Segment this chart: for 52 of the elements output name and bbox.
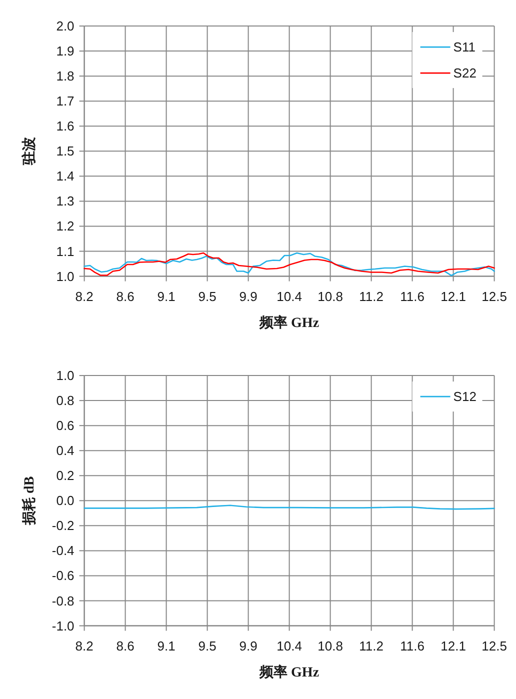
legend-label: S12 (453, 389, 476, 404)
y-tick-label: 1.1 (56, 244, 74, 259)
x-tick-label: 12.5 (482, 638, 507, 654)
y-tick-label: 1.7 (56, 94, 74, 109)
y-tick-label: -1.0 (52, 618, 74, 634)
y-tick-label: 1.9 (56, 44, 74, 59)
y-tick-label: 2.0 (56, 18, 74, 34)
x-tick-label: 11.6 (400, 288, 424, 304)
y-tick-label: -0.6 (52, 568, 74, 584)
y-tick-label: -0.8 (52, 593, 74, 608)
y-tick-label: 0.6 (56, 418, 74, 434)
x-tick-label: 12.5 (482, 288, 507, 304)
x-tick-label: 9.5 (198, 288, 216, 304)
x-tick-label: 9.9 (239, 288, 258, 304)
y-tick-label: 1.4 (56, 168, 74, 184)
y-tick-label: 0.4 (56, 443, 74, 458)
x-tick-label: 10.8 (318, 638, 343, 654)
x-tick-label: 10.4 (276, 288, 302, 304)
legend-label: S11 (453, 40, 476, 55)
x-tick-label: 10.8 (318, 288, 343, 304)
x-tick-label: 8.2 (75, 638, 94, 654)
x-tick-label: 12.1 (440, 288, 466, 304)
legend-label: S22 (453, 66, 476, 81)
x-tick-label: 11.2 (359, 638, 384, 654)
x-tick-label: 12.1 (440, 638, 466, 654)
x-tick-label: 9.5 (198, 638, 216, 654)
x-axis-title: 频率 GHz (258, 663, 320, 680)
y-tick-label: 0.2 (56, 468, 74, 484)
y-tick-label: 1.0 (56, 368, 74, 384)
y-tick-label: 0.8 (56, 393, 74, 408)
legend: S12 (412, 382, 482, 412)
x-tick-label: 11.2 (359, 288, 384, 304)
y-tick-label: -0.4 (52, 543, 74, 558)
y-tick-label: 0.0 (56, 493, 74, 508)
x-tick-label: 8.6 (116, 288, 134, 304)
y-tick-label: 1.2 (56, 218, 74, 234)
x-tick-label: 9.9 (239, 638, 258, 654)
x-tick-label: 8.2 (75, 288, 94, 304)
y-tick-label: 1.6 (56, 118, 74, 134)
y-tick-label: 1.8 (56, 68, 74, 84)
y-tick-label: 1.3 (56, 194, 74, 209)
x-tick-label: 10.4 (276, 638, 302, 654)
y-axis-title: 损耗 dB (22, 476, 38, 526)
x-tick-label: 11.6 (400, 638, 424, 654)
y-tick-label: -0.2 (52, 518, 74, 534)
x-axis-title: 频率 GHz (258, 314, 320, 331)
x-tick-label: 9.1 (157, 288, 176, 304)
y-tick-label: 1.0 (56, 268, 74, 284)
y-axis-title: 驻波 (20, 137, 38, 166)
x-tick-label: 9.1 (157, 638, 176, 654)
y-tick-label: 1.5 (56, 144, 74, 159)
x-tick-label: 8.6 (116, 638, 134, 654)
